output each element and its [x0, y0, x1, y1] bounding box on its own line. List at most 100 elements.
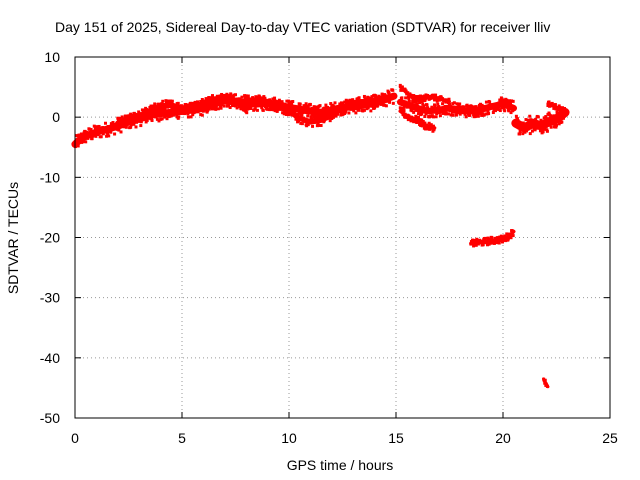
data-point [416, 115, 420, 119]
data-point [494, 107, 498, 111]
data-point [463, 112, 467, 116]
x-tick-label: 15 [388, 430, 404, 446]
data-point [198, 108, 202, 112]
data-point [285, 99, 289, 103]
data-point [438, 114, 442, 118]
data-point [350, 105, 354, 109]
data-point [560, 120, 564, 124]
data-point [419, 94, 423, 98]
data-point [403, 87, 407, 91]
data-point [171, 109, 175, 113]
data-point [87, 127, 91, 131]
data-point [243, 94, 247, 98]
data-point [468, 113, 472, 117]
data-point [245, 111, 249, 115]
data-point [418, 99, 422, 103]
data-point [450, 110, 454, 114]
data-point [318, 104, 322, 108]
data-point [344, 109, 348, 113]
data-point [433, 104, 437, 108]
data-point [294, 117, 298, 121]
data-point [429, 114, 433, 118]
x-tick-label: 25 [602, 430, 618, 446]
data-point [92, 124, 96, 128]
data-point [190, 101, 194, 105]
data-point [561, 111, 565, 115]
data-point [515, 117, 519, 121]
data-point [267, 108, 271, 112]
data-point [167, 99, 171, 103]
data-point [490, 236, 494, 240]
data-point [465, 103, 469, 107]
data-point [217, 101, 221, 105]
data-point [293, 110, 297, 114]
data-point [481, 112, 485, 116]
data-point [429, 123, 433, 127]
data-point [487, 112, 491, 116]
data-point [160, 117, 164, 121]
data-point [387, 91, 391, 95]
series-band [546, 101, 567, 113]
data-point [306, 114, 310, 118]
data-point [228, 106, 232, 110]
data-point [246, 96, 250, 100]
data-point [275, 109, 279, 113]
data-point [384, 104, 388, 108]
data-point [311, 124, 315, 128]
data-point [334, 114, 338, 118]
data-point [305, 124, 309, 128]
data-point [196, 100, 200, 104]
data-point [240, 95, 244, 99]
data-point [282, 112, 286, 116]
data-point [132, 122, 136, 126]
series-band [511, 107, 570, 133]
data-point [457, 104, 461, 108]
data-point [471, 238, 474, 242]
data-point [163, 115, 167, 119]
data-point [528, 132, 532, 136]
data-point [557, 104, 561, 108]
data-point [314, 105, 318, 109]
data-point [511, 99, 515, 103]
data-point [407, 97, 411, 101]
data-point [128, 121, 132, 125]
data-point [518, 132, 522, 136]
data-point [488, 241, 492, 245]
data-point [330, 117, 334, 121]
data-point [170, 99, 174, 103]
data-point [299, 121, 303, 125]
data-point [135, 120, 139, 124]
data-point [313, 115, 317, 119]
data-point [173, 109, 177, 113]
data-point [510, 99, 514, 103]
data-point [222, 104, 226, 108]
series-band [542, 377, 550, 389]
data-point [480, 103, 484, 107]
data-point [116, 116, 120, 120]
data-point [555, 123, 558, 127]
data-point [482, 113, 486, 117]
data-point [362, 108, 366, 112]
x-tick-label: 10 [281, 430, 297, 446]
data-point [342, 110, 346, 114]
data-point [508, 100, 512, 104]
data-point [316, 122, 320, 126]
data-point [189, 115, 193, 119]
data-point [415, 102, 419, 106]
data-point [447, 97, 451, 101]
data-point [265, 107, 269, 111]
data-point [216, 107, 220, 111]
data-point [496, 107, 500, 111]
data-point [302, 104, 306, 108]
data-point [542, 116, 546, 120]
data-point [329, 102, 333, 106]
series-band [398, 109, 437, 130]
data-point [416, 112, 420, 116]
data-point [284, 112, 288, 116]
data-point [553, 103, 557, 107]
data-point [104, 121, 107, 125]
data-point [262, 95, 266, 99]
data-point [347, 111, 351, 115]
data-point [199, 106, 203, 110]
y-tick-label: -50 [40, 410, 60, 426]
